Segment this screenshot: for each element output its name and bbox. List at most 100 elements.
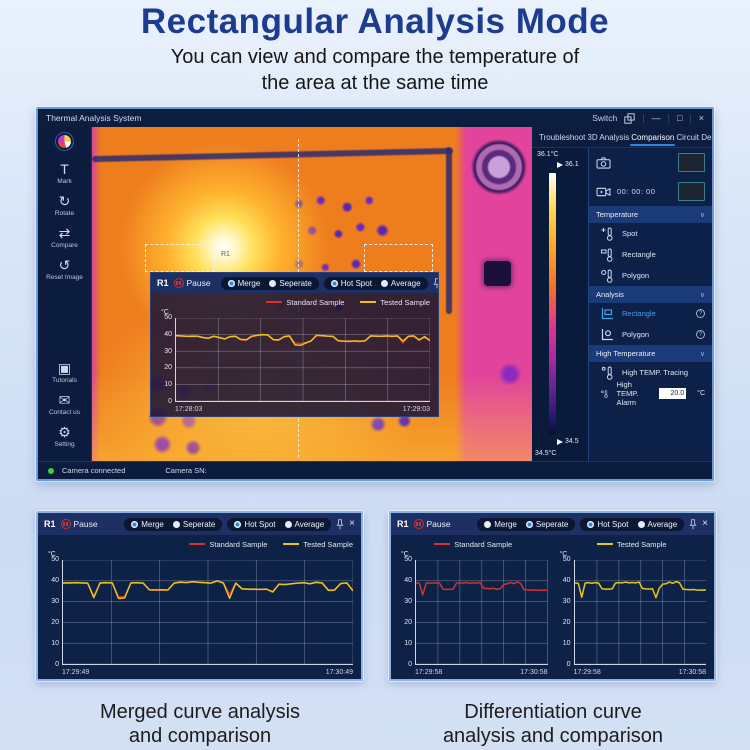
radio-seperate[interactable]: Seperate xyxy=(525,520,568,529)
chart-legend-standard: Standard Sample xyxy=(399,537,548,551)
tool-rectangle-temp[interactable]: Rectangle xyxy=(589,244,712,265)
pause-button[interactable]: Pause xyxy=(173,278,211,288)
separator: | xyxy=(689,113,692,123)
pin-icon[interactable] xyxy=(689,518,697,530)
sidebar-item-tutorials[interactable]: ▣ Tutorials xyxy=(52,360,77,385)
section-title: Temperature xyxy=(596,210,639,219)
standard-sample-chart: °C 50 40 30 20 10 0 17:29:58 17:30:58 xyxy=(399,551,548,676)
radio-average[interactable]: Average xyxy=(284,520,324,529)
chart-legend: Standard Sample Tested Sample xyxy=(46,537,353,551)
sidebar-item-compare[interactable]: ⇄ Compare xyxy=(51,226,78,250)
analysis-polygon[interactable]: Polygon ? xyxy=(589,324,712,345)
camera-capture-icon[interactable] xyxy=(596,156,611,169)
pause-button[interactable]: Pause xyxy=(60,519,98,529)
analysis-rectangle[interactable]: Rectangle ? xyxy=(589,303,712,324)
radio-average[interactable]: Average xyxy=(637,520,677,529)
roi-id: R1 xyxy=(157,278,169,288)
y-axis-ticks: 50 40 30 20 10 0 xyxy=(164,314,172,405)
pin-icon[interactable] xyxy=(433,277,438,289)
tutorials-icon: ▣ xyxy=(57,360,72,376)
pcb-trace-vertical xyxy=(446,147,453,315)
high-temp-tracing[interactable]: High TEMP. Tracing xyxy=(589,362,712,383)
scale-max-tick: 36.1 xyxy=(565,161,579,168)
help-icon[interactable]: ? xyxy=(696,309,705,318)
sidebar-item-rotate[interactable]: ↻ Rotate xyxy=(55,193,74,218)
maximize-icon[interactable]: □ xyxy=(676,112,683,123)
section-title: Analysis xyxy=(596,290,624,299)
help-icon[interactable]: ? xyxy=(696,330,705,339)
temperature-scale: 36.1°C 36.1 34.5 34.5°C xyxy=(532,148,588,461)
section-high-temperature[interactable]: High Temperature ∨ xyxy=(589,345,712,362)
radio-hot-spot[interactable]: Hot Spot xyxy=(234,520,276,529)
tab-3d-analysis[interactable]: 3D Analysis xyxy=(587,132,630,142)
close-panel-icon[interactable]: × xyxy=(349,518,355,529)
plot-area xyxy=(573,560,706,665)
rectangle-thermometer-icon xyxy=(601,248,613,262)
separator: | xyxy=(642,113,645,123)
caption-line: and comparison xyxy=(128,725,272,747)
x-axis-start-label: 17:29:49 xyxy=(62,669,90,676)
sidebar-item-label: Contact us xyxy=(48,409,81,416)
video-record-icon[interactable] xyxy=(596,186,611,198)
camera-status-text: Camera connected xyxy=(62,466,126,475)
alarm-threshold-input[interactable] xyxy=(659,388,687,399)
close-window-icon[interactable]: × xyxy=(698,112,704,123)
radio-merge[interactable]: Merge xyxy=(484,520,517,529)
close-panel-icon[interactable]: × xyxy=(702,518,708,529)
high-temp-alarm[interactable]: High TEMP. Alarm °C xyxy=(589,380,712,407)
tool-label: Polygon xyxy=(622,330,650,339)
legend-tested-sample: Tested Sample xyxy=(596,540,667,549)
tab-circuit-design[interactable]: Circuit Design xyxy=(676,132,712,142)
sidebar-item-setting[interactable]: ⚙ Setting xyxy=(54,424,74,449)
hotspot-average-group: Hot Spot Average xyxy=(580,517,685,531)
y-axis-unit: °C xyxy=(401,551,409,558)
y-axis-ticks: 50 40 30 20 10 0 xyxy=(404,556,412,668)
roi-rectangle-2[interactable] xyxy=(364,244,433,272)
setting-gear-icon: ⚙ xyxy=(58,424,71,440)
switch-windows-icon[interactable] xyxy=(624,112,635,124)
caption-line: analysis and comparison xyxy=(442,725,664,747)
camera-status-dot-icon xyxy=(48,467,54,474)
merge-seperate-group: Merge Seperate xyxy=(124,517,223,531)
mark-icon: T xyxy=(60,161,69,177)
radio-merge[interactable]: Merge xyxy=(131,520,164,529)
panel-header: R1 Pause Merge Seperate Hot Spot Average… xyxy=(38,513,361,535)
radio-average[interactable]: Average xyxy=(380,279,421,288)
pin-icon[interactable] xyxy=(336,518,344,530)
sidebar-item-mark[interactable]: T Mark xyxy=(57,161,71,186)
tab-comparison[interactable]: Comparison xyxy=(630,130,676,146)
roi-rectangle-1[interactable] xyxy=(145,244,215,272)
section-analysis[interactable]: Analysis ∨ xyxy=(589,286,712,303)
palette-icon[interactable] xyxy=(56,133,73,150)
page-title: Rectangular Analysis Mode xyxy=(140,2,610,41)
thermal-image-view: R1 R1 Pause Merge Seperate Hot Spot xyxy=(92,127,532,461)
tool-label: High TEMP. Alarm xyxy=(616,380,639,407)
sidebar-item-reset-image[interactable]: ↺ Reset Image xyxy=(46,258,83,282)
legend-standard-sample: Standard Sample xyxy=(434,540,512,549)
radio-merge[interactable]: Merge xyxy=(227,279,260,288)
tool-label: Rectangle xyxy=(622,309,656,318)
roi-id: R1 xyxy=(44,519,56,529)
scale-max-marker-icon xyxy=(557,161,563,168)
pause-icon xyxy=(413,519,424,529)
app-window: Thermal Analysis System Switch | — | □ |… xyxy=(36,107,714,481)
tool-polygon-temp[interactable]: Polygon xyxy=(589,265,712,286)
section-temperature[interactable]: Temperature ∨ xyxy=(589,206,712,223)
radio-hot-spot[interactable]: Hot Spot xyxy=(587,520,629,529)
merged-trend-chart: °C 50 40 30 20 10 0 17:29:49 17:30:49 xyxy=(46,551,353,676)
chevron-down-icon: ∨ xyxy=(699,350,705,358)
tool-label: High TEMP. Tracing xyxy=(622,368,689,377)
pause-button[interactable]: Pause xyxy=(413,519,451,529)
radio-hot-spot[interactable]: Hot Spot xyxy=(330,279,372,288)
rotate-icon: ↻ xyxy=(58,193,71,209)
video-thumbnail xyxy=(678,182,705,201)
separate-curve-panel: R1 Pause Merge Seperate Hot Spot Average… xyxy=(389,511,716,681)
thermal-gradient-bar xyxy=(549,173,556,434)
radio-seperate[interactable]: Seperate xyxy=(172,520,215,529)
minimize-icon[interactable]: — xyxy=(651,112,661,123)
radio-seperate[interactable]: Seperate xyxy=(269,279,312,288)
record-time: 00: 00: 00 xyxy=(617,187,656,196)
tab-troubleshoot[interactable]: Troubleshoot xyxy=(539,132,586,142)
sidebar-item-contact-us[interactable]: ✉ Contact us xyxy=(48,393,81,417)
tool-spot[interactable]: Spot xyxy=(589,223,712,244)
